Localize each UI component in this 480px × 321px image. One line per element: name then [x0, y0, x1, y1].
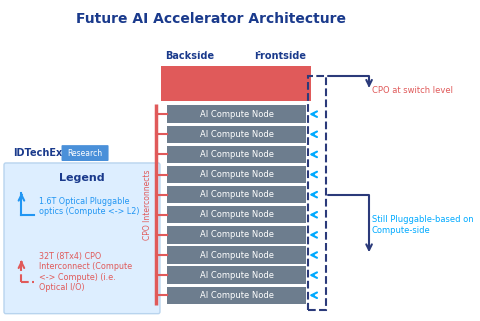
FancyBboxPatch shape — [4, 163, 160, 314]
Text: Still Pluggable-based on
Compute-side: Still Pluggable-based on Compute-side — [372, 215, 473, 235]
Text: 32T (8Tx4) CPO
Interconnect (Compute
<-> Compute) (i.e.
Optical I/O): 32T (8Tx4) CPO Interconnect (Compute <->… — [39, 252, 132, 292]
Text: Legend: Legend — [59, 173, 105, 183]
Bar — [167, 206, 306, 223]
Text: CPO Interconnects: CPO Interconnects — [143, 169, 152, 240]
Bar — [167, 266, 306, 284]
Text: AI Compute Node: AI Compute Node — [200, 291, 274, 300]
Bar — [308, 76, 325, 310]
Text: AI Compute Node: AI Compute Node — [200, 130, 274, 139]
Bar — [167, 226, 306, 244]
Bar — [167, 246, 306, 264]
Bar — [167, 287, 306, 304]
Text: AI Compute Node: AI Compute Node — [200, 170, 274, 179]
Bar — [167, 166, 306, 183]
Bar — [167, 146, 306, 163]
Bar — [167, 106, 306, 123]
Text: Frontside: Frontside — [254, 51, 306, 61]
Text: AI Compute Node: AI Compute Node — [200, 271, 274, 280]
Text: CPO at switch level: CPO at switch level — [372, 86, 453, 95]
Bar — [161, 66, 311, 100]
Text: 1.6T Optical Pluggable
optics (Compute <-> L2): 1.6T Optical Pluggable optics (Compute <… — [39, 197, 139, 216]
Text: AI Compute Node: AI Compute Node — [200, 110, 274, 119]
Bar — [167, 186, 306, 203]
Text: AI Compute Node: AI Compute Node — [200, 230, 274, 239]
Text: IDTechEx: IDTechEx — [12, 148, 62, 158]
Text: AI Compute Node: AI Compute Node — [200, 150, 274, 159]
Text: Backside: Backside — [165, 51, 214, 61]
Text: AI Compute Node: AI Compute Node — [200, 250, 274, 259]
Text: AI Compute Node: AI Compute Node — [200, 210, 274, 219]
Text: Network Switch: Network Switch — [180, 42, 291, 55]
Text: AI Compute Node: AI Compute Node — [200, 190, 274, 199]
FancyBboxPatch shape — [61, 145, 108, 161]
Bar — [167, 126, 306, 143]
Text: Research: Research — [68, 149, 103, 158]
Text: Future AI Accelerator Architecture: Future AI Accelerator Architecture — [75, 12, 346, 26]
